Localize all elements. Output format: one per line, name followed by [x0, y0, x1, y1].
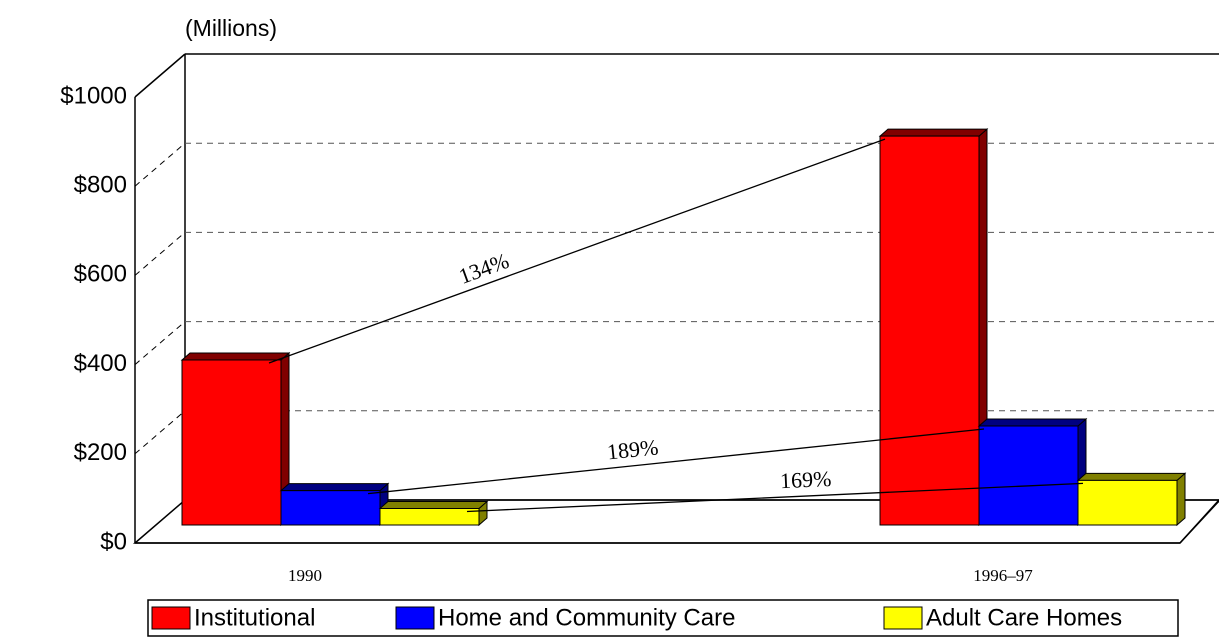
- x-tick-label: 1990: [288, 566, 322, 585]
- bar-side: [1176, 472, 1186, 527]
- connector: [367, 428, 985, 495]
- legend-box: [147, 599, 1179, 637]
- y-tick-label: $0: [100, 528, 127, 555]
- bar-top: [180, 352, 291, 361]
- bar: [879, 135, 980, 526]
- grid-line: [134, 410, 186, 455]
- grid-line: [134, 142, 186, 187]
- bar-top: [878, 128, 989, 137]
- legend-label: Home and Community Care: [438, 604, 735, 631]
- left-wall-top: [134, 53, 186, 98]
- bar-top: [1076, 472, 1187, 481]
- annotation: 169%: [779, 466, 831, 493]
- bar: [379, 507, 480, 526]
- bar: [978, 425, 1079, 526]
- legend-label: Adult Care Homes: [926, 604, 1122, 631]
- y-tick-label: $600: [74, 261, 127, 288]
- grid-line: [134, 232, 186, 276]
- bar: [280, 490, 381, 526]
- bar: [1077, 479, 1178, 526]
- y-axis-label: (Millions): [185, 15, 277, 41]
- bar-top: [378, 500, 489, 509]
- legend-swatch: [883, 606, 923, 630]
- annotation: 134%: [455, 248, 512, 289]
- grid-line: [134, 321, 186, 365]
- bar: [181, 359, 282, 526]
- y-tick-label: $400: [74, 350, 127, 377]
- legend-swatch: [151, 606, 191, 630]
- legend-label: Institutional: [194, 604, 315, 631]
- y-tick-label: $800: [74, 172, 127, 199]
- bar-top: [279, 483, 390, 492]
- connector: [466, 482, 1084, 513]
- bar-top: [977, 418, 1088, 427]
- x-tick-label: 1996–97: [973, 566, 1033, 585]
- annotation: 189%: [606, 434, 660, 464]
- legend-swatch: [395, 606, 435, 630]
- connector: [268, 138, 886, 364]
- y-tick-label: $200: [74, 439, 127, 466]
- y-tick-label: $1000: [60, 82, 127, 109]
- floor-right: [1179, 500, 1219, 544]
